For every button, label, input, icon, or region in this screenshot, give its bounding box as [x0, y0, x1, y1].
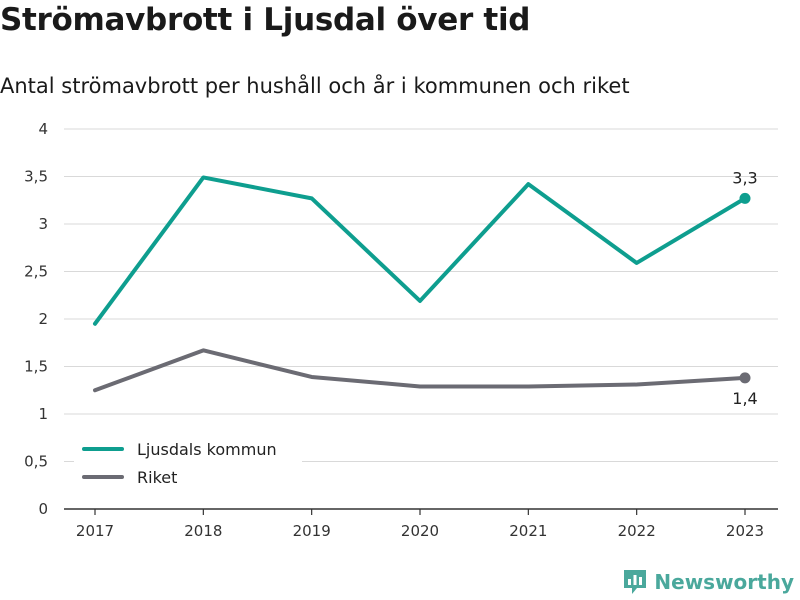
x-tick-label: 2020	[401, 522, 439, 540]
series-line-riket	[93, 348, 747, 393]
legend-background	[74, 436, 302, 492]
x-tick-label: 2021	[509, 522, 547, 540]
y-tick-label: 3,5	[24, 168, 48, 186]
y-tick-label: 1	[38, 405, 48, 423]
end-point-marker	[739, 192, 751, 204]
y-tick-label: 3	[38, 215, 48, 233]
legend-label: Ljusdals kommun	[137, 440, 277, 459]
end-value-label: 1,4	[732, 389, 757, 408]
brand-name: Newsworthy	[654, 570, 794, 594]
y-tick-label: 0	[38, 500, 48, 518]
x-tick-label: 2022	[618, 522, 656, 540]
y-tick-label: 2,5	[24, 263, 48, 281]
end-point-marker	[739, 372, 751, 384]
y-tick-label: 0,5	[24, 453, 48, 471]
y-tick-label: 4	[38, 120, 48, 138]
end-value-label: 3,3	[732, 168, 757, 187]
newsworthy-logo-icon	[624, 570, 647, 594]
x-tick-label: 2023	[726, 522, 764, 540]
y-tick-label: 1,5	[24, 358, 48, 376]
y-tick-label: 2	[38, 310, 48, 328]
brand-logo: Newsworthy	[622, 568, 794, 596]
series-line-ljusdal	[93, 175, 747, 326]
x-tick-label: 2019	[293, 522, 331, 540]
x-tick-label: 2018	[184, 522, 222, 540]
legend-label: Riket	[137, 468, 177, 487]
chart-subtitle: Antal strömavbrott per hushåll och år i …	[0, 74, 630, 98]
chart-title: Strömavbrott i Ljusdal över tid	[0, 2, 531, 38]
x-tick-label: 2017	[76, 522, 114, 540]
